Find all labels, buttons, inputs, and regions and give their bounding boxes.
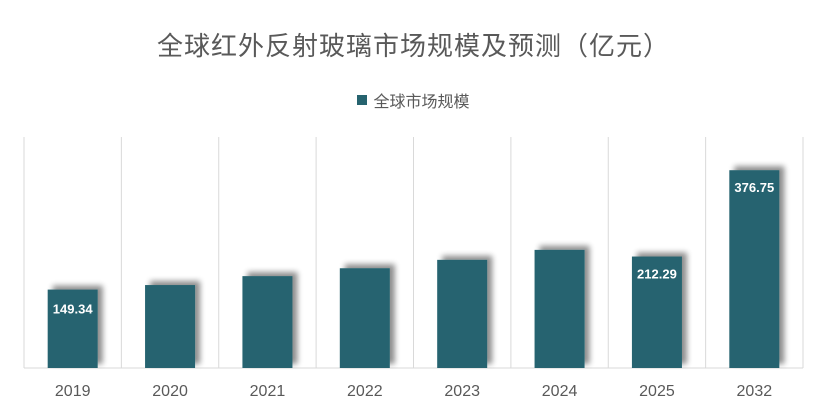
- data-label: 212.29: [637, 267, 677, 282]
- bar-2022: [339, 268, 390, 368]
- legend-label: 全球市场规模: [373, 92, 470, 111]
- x-tick-label: 2020: [152, 383, 188, 400]
- legend: 全球市场规模: [0, 88, 827, 112]
- x-tick-label: 2023: [444, 383, 480, 400]
- x-tick-label: 2024: [542, 383, 578, 400]
- x-tick-label: 2032: [737, 383, 773, 400]
- bar-2032: [729, 170, 780, 368]
- x-tick-label: 2022: [347, 383, 383, 400]
- bar-2025: [631, 256, 682, 368]
- bar-2021: [242, 276, 293, 368]
- x-tick-label: 2021: [250, 383, 286, 400]
- x-tick-label: 2019: [55, 383, 91, 400]
- bar-2020: [145, 285, 196, 368]
- chart-title: 全球红外反射玻璃市场规模及预测（亿元）: [156, 32, 670, 62]
- data-label: 376.75: [734, 180, 774, 195]
- x-tick-label: 2025: [639, 383, 675, 400]
- bar-2023: [437, 259, 488, 368]
- bar-2024: [534, 249, 585, 368]
- data-label: 149.34: [53, 302, 94, 317]
- legend-swatch: [357, 95, 368, 105]
- bar-2019: [47, 289, 98, 368]
